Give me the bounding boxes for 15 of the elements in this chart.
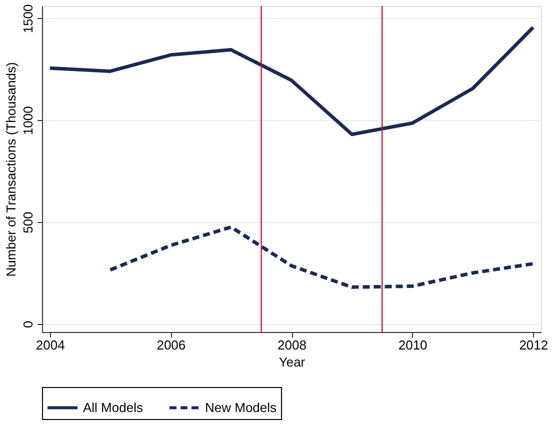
x-tick-label: 2010 <box>398 338 428 352</box>
x-tick-label: 2012 <box>519 338 548 352</box>
y-tick-label: 1500 <box>20 4 36 34</box>
x-tick-label: 2008 <box>278 338 306 352</box>
x-axis-title: Year <box>278 354 306 370</box>
line-series <box>48 26 535 136</box>
y-tick-label: 0 <box>20 320 36 328</box>
y-tick-label: 500 <box>20 212 36 234</box>
y-tick-label: 1000 <box>20 106 36 136</box>
line-series <box>108 225 535 289</box>
x-tick-label: 2006 <box>156 338 186 352</box>
x-tick-label: 2004 <box>36 338 65 352</box>
legend-label: All Models <box>83 400 144 415</box>
legend-label: New Models <box>205 400 278 415</box>
y-axis-title: Number of Transactions (Thousands) <box>4 62 18 277</box>
